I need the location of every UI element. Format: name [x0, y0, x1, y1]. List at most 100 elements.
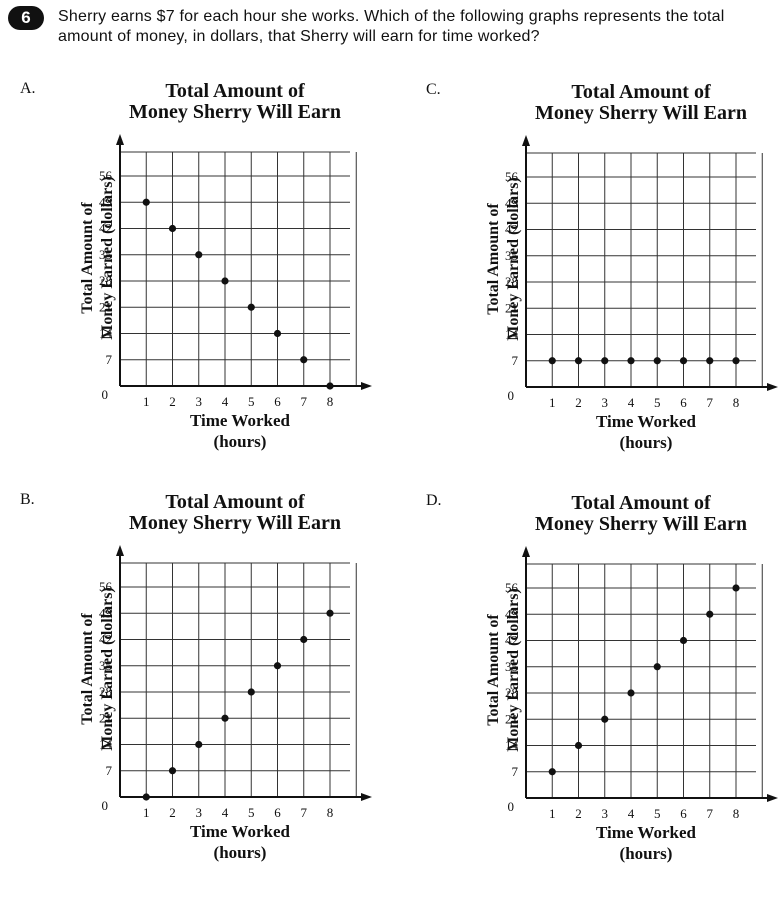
data-point — [679, 636, 688, 645]
x-tick-label: 1 — [549, 395, 556, 410]
y-axis-label-line2: Money Earned (dollars) — [505, 588, 522, 752]
y-tick-label: 0 — [102, 798, 109, 813]
question-text: Sherry earns $7 for each hour she works.… — [58, 8, 725, 45]
y-tick-label: 35 — [505, 659, 518, 674]
data-point — [326, 609, 334, 617]
y-axis-arrow — [522, 135, 530, 146]
x-tick-label: 5 — [654, 395, 661, 410]
y-tick-label: 35 — [99, 247, 112, 262]
data-point — [326, 382, 334, 390]
question-number-badge: 6 — [8, 6, 44, 30]
x-tick-label: 6 — [274, 805, 281, 820]
x-tick-label: 8 — [733, 395, 740, 410]
data-point — [195, 740, 203, 749]
x-axis-label-line2: (hours) — [619, 844, 673, 863]
option-a-graph-panel[interactable]: A. Total Amount of Money Sherry Will Ear… — [0, 78, 390, 488]
x-axis-label-line1: Time Worked — [190, 411, 290, 430]
x-axis-label-line2: (hours) — [213, 843, 267, 862]
y-axis-label-line2: Money Earned (dollars) — [99, 176, 116, 340]
y-tick-label: 56 — [99, 168, 113, 183]
data-point — [142, 793, 150, 801]
data-point — [548, 357, 556, 365]
y-axis-arrow — [522, 546, 530, 557]
x-tick-label: 8 — [327, 805, 334, 820]
data-point — [300, 635, 308, 644]
option-b-graph-panel[interactable]: B. Total Amount of Money Sherry Will Ear… — [0, 489, 390, 899]
data-point — [247, 688, 255, 696]
y-axis-label-line1: Total Amount of — [79, 202, 96, 314]
y-tick-label: 7 — [512, 353, 519, 368]
x-axis-arrow — [361, 793, 372, 801]
y-tick-label: 7 — [512, 764, 519, 779]
data-point — [273, 329, 282, 338]
y-axis-arrow — [116, 545, 124, 556]
y-tick-label: 49 — [505, 195, 518, 210]
x-tick-label: 6 — [680, 806, 687, 821]
y-tick-label: 14 — [505, 738, 519, 753]
option-letter: C. — [426, 81, 441, 98]
y-tick-label: 21 — [505, 300, 518, 315]
y-axis-label-line1: Total Amount of — [485, 203, 502, 315]
x-tick-label: 4 — [628, 395, 635, 410]
y-tick-label: 49 — [99, 194, 112, 209]
x-tick-label: 8 — [327, 394, 334, 409]
x-tick-label: 2 — [575, 806, 582, 821]
data-point — [627, 689, 635, 697]
y-axis-label-line2: Money Earned (dollars) — [99, 587, 116, 751]
data-point — [548, 768, 556, 776]
data-point — [706, 610, 714, 618]
x-tick-label: 3 — [196, 805, 203, 820]
x-tick-label: 1 — [143, 805, 150, 820]
option-letter: B. — [20, 491, 35, 508]
y-tick-label: 42 — [505, 222, 518, 237]
data-point — [574, 741, 583, 750]
y-tick-label: 56 — [505, 580, 519, 595]
x-axis-arrow — [767, 794, 778, 802]
x-tick-label: 2 — [575, 395, 582, 410]
y-tick-label: 42 — [505, 633, 518, 648]
y-tick-label: 35 — [505, 248, 518, 263]
data-point — [195, 251, 203, 259]
data-point — [273, 662, 282, 670]
y-tick-label: 21 — [99, 299, 112, 314]
y-tick-label: 28 — [99, 273, 112, 288]
y-tick-label: 28 — [505, 274, 518, 289]
x-axis-label-line1: Time Worked — [190, 822, 290, 841]
data-point — [574, 357, 583, 365]
x-tick-label: 5 — [248, 805, 255, 820]
y-tick-label: 21 — [99, 710, 112, 725]
x-tick-label: 4 — [222, 805, 229, 820]
x-tick-label: 7 — [301, 394, 308, 409]
data-point — [168, 224, 177, 233]
x-tick-label: 2 — [169, 805, 176, 820]
chart-title-line1: Total Amount of — [571, 492, 711, 514]
x-tick-label: 4 — [628, 806, 635, 821]
x-axis-arrow — [767, 383, 778, 391]
option-letter: A. — [20, 80, 36, 97]
data-point — [601, 715, 609, 723]
y-axis-label-line1: Total Amount of — [485, 614, 502, 726]
x-axis-label-line2: (hours) — [213, 432, 267, 451]
data-point — [221, 277, 229, 285]
x-tick-label: 7 — [707, 806, 714, 821]
data-point — [653, 663, 661, 671]
option-d-graph-panel[interactable]: D. Total Amount of Money Sherry Will Ear… — [406, 490, 780, 900]
x-tick-label: 7 — [301, 805, 308, 820]
y-tick-label: 42 — [99, 221, 112, 236]
data-point — [653, 357, 661, 365]
y-tick-label: 56 — [99, 579, 113, 594]
option-c-graph-panel[interactable]: C. Total Amount of Money Sherry Will Ear… — [406, 79, 780, 489]
y-tick-label: 0 — [508, 799, 515, 814]
y-tick-label: 56 — [505, 169, 519, 184]
y-tick-label: 42 — [99, 632, 112, 647]
y-axis-label-line1: Total Amount of — [79, 613, 96, 725]
y-axis-arrow — [116, 134, 124, 145]
x-tick-label: 5 — [248, 394, 255, 409]
chart-title-line1: Total Amount of — [165, 491, 305, 513]
data-point — [679, 357, 688, 365]
x-tick-label: 1 — [549, 806, 556, 821]
y-tick-label: 7 — [106, 352, 113, 367]
